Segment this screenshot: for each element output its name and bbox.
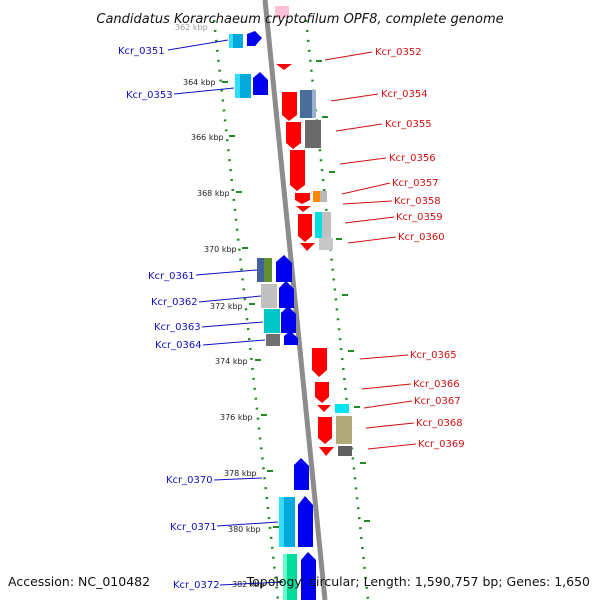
gene-arrow[interactable] [276, 255, 292, 282]
gene-arrow[interactable] [282, 92, 297, 121]
gene-arrow[interactable] [281, 306, 296, 333]
gene-arrow[interactable] [319, 447, 334, 456]
gene-feature [229, 34, 233, 48]
gene-arrow[interactable] [315, 382, 329, 403]
gene-arrow[interactable] [253, 72, 268, 95]
gene-feature [312, 90, 316, 118]
gene-label[interactable]: Kcr_0355 [385, 119, 432, 130]
gene-label[interactable]: Kcr_0352 [375, 47, 422, 58]
tick-label: 364 kbp [183, 78, 216, 87]
gene-label[interactable]: Kcr_0363 [154, 322, 201, 333]
gene-feature[interactable] [322, 212, 331, 238]
gene-label[interactable]: Kcr_0366 [413, 379, 460, 390]
tick-label: 382 kbp [232, 580, 265, 589]
left-leader-lines [167, 39, 283, 586]
gene-arrow[interactable] [276, 64, 292, 70]
genome-summary-text: Topology: circular; Length: 1,590,757 bp… [246, 574, 590, 589]
tick-label: 366 kbp [191, 133, 224, 142]
gene-arrow[interactable] [290, 150, 305, 191]
gene-label[interactable]: Kcr_0356 [389, 153, 436, 164]
gene-feature[interactable] [315, 212, 324, 238]
gene-feature [279, 497, 284, 547]
gene-feature[interactable] [336, 416, 352, 444]
tick-label: 376 kbp [220, 413, 253, 422]
gene-label[interactable]: Kcr_0372 [173, 580, 220, 591]
gene-label[interactable]: Kcr_0368 [416, 418, 463, 429]
gene-arrow[interactable] [298, 496, 313, 547]
tick-label: 374 kbp [215, 357, 248, 366]
gene-arrow[interactable] [284, 331, 298, 345]
gene-label[interactable]: Kcr_0365 [410, 350, 457, 361]
gene-feature[interactable] [264, 258, 272, 282]
tick-label: 378 kbp [224, 469, 257, 478]
gene-label[interactable]: Kcr_0367 [414, 396, 461, 407]
gene-arrow[interactable] [318, 417, 332, 444]
gene-arrow[interactable] [295, 193, 310, 204]
gene-arrow[interactable] [294, 458, 309, 490]
gene-arrow[interactable] [286, 122, 301, 149]
tick-label: 368 kbp [197, 189, 230, 198]
gene-feature[interactable] [257, 258, 265, 282]
gene-arrow[interactable] [300, 243, 315, 251]
gene-label[interactable]: Kcr_0360 [398, 232, 445, 243]
gene-feature[interactable] [320, 191, 327, 202]
gene-arrow[interactable] [247, 31, 262, 46]
tick-label: 370 kbp [204, 245, 237, 254]
genome-backbone [262, 0, 328, 600]
gene-label[interactable]: Kcr_0353 [126, 90, 173, 101]
gene-feature[interactable] [319, 238, 333, 250]
gene-label[interactable]: Kcr_0354 [381, 89, 428, 100]
dotted-tracks [212, 19, 370, 600]
gene-feature[interactable] [266, 334, 280, 346]
gene-feature [283, 554, 287, 600]
gene-feature[interactable] [264, 309, 280, 333]
gene-label[interactable]: Kcr_0369 [418, 439, 465, 450]
map-title: Candidatus Korarchaeum cryptofilum OPF8,… [96, 12, 503, 27]
gene-label[interactable]: Kcr_0359 [396, 212, 443, 223]
gene-arrow[interactable] [296, 206, 311, 212]
gene-feature[interactable] [335, 404, 349, 413]
left-gene-labels: Kcr_0351 Kcr_0353 Kcr_0361 Kcr_0362 Kcr_… [118, 46, 220, 591]
gene-label[interactable]: Kcr_0364 [155, 340, 202, 351]
reverse-strand-features [276, 64, 352, 456]
tick-labels: 362 kbp 364 kbp 366 kbp 368 kbp 370 kbp … [175, 23, 265, 589]
tick-label: 362 kbp [175, 23, 208, 32]
gene-feature[interactable] [313, 191, 320, 202]
gene-feature [235, 74, 240, 98]
gene-arrow[interactable] [312, 348, 327, 377]
gene-label[interactable]: Kcr_0361 [148, 271, 195, 282]
accession-text: Accession: NC_010482 [8, 574, 150, 589]
gene-feature[interactable] [261, 284, 277, 308]
gene-feature[interactable] [275, 6, 289, 18]
tick-marks [222, 60, 370, 583]
right-leader-lines [324, 51, 417, 450]
tick-label: 372 kbp [210, 302, 243, 311]
gene-arrow[interactable] [298, 214, 312, 242]
gene-feature[interactable] [305, 120, 321, 148]
gene-arrow[interactable] [279, 281, 294, 308]
gene-label[interactable]: Kcr_0371 [170, 522, 217, 533]
gene-label[interactable]: Kcr_0351 [118, 46, 165, 57]
forward-strand-features [229, 6, 316, 600]
gene-label[interactable]: Kcr_0357 [392, 178, 439, 189]
gene-label[interactable]: Kcr_0358 [394, 196, 441, 207]
gene-label[interactable]: Kcr_0370 [166, 475, 213, 486]
gene-arrow[interactable] [317, 405, 331, 412]
gene-arrow[interactable] [301, 552, 316, 600]
gene-label[interactable]: Kcr_0362 [151, 297, 198, 308]
gene-feature[interactable] [338, 446, 352, 456]
right-gene-labels: Kcr_0352 Kcr_0354 Kcr_0355 Kcr_0356 Kcr_… [375, 47, 465, 450]
tick-label: 380 kbp [228, 525, 261, 534]
